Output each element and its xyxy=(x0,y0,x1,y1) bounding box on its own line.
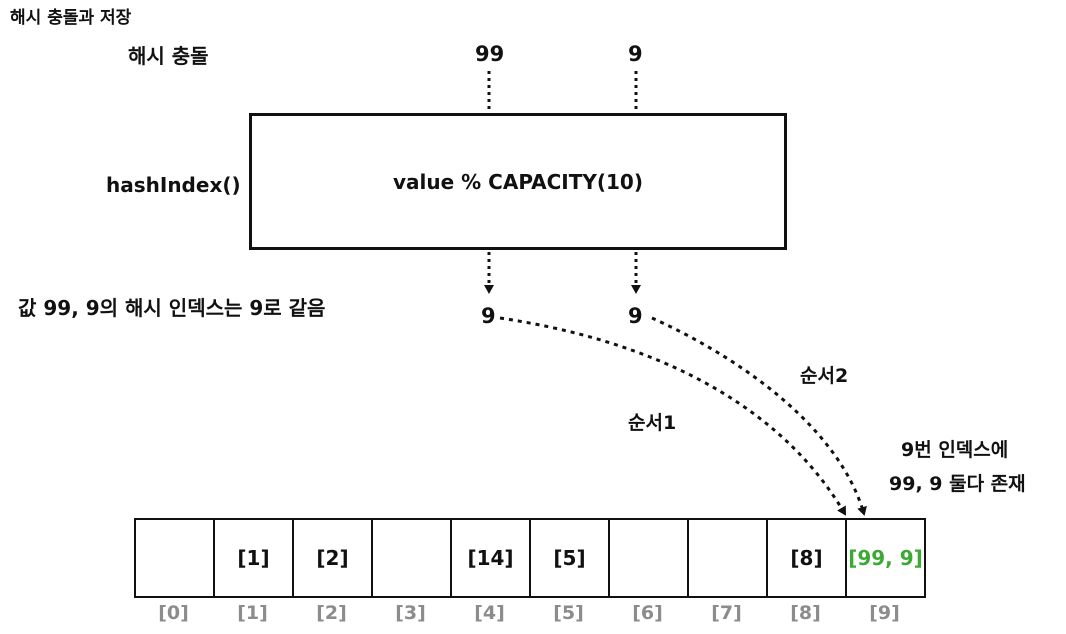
array-index-label: [5] xyxy=(553,602,584,624)
order-1-label: 순서1 xyxy=(628,412,677,434)
diagram-title: 해시 충돌과 저장 xyxy=(10,8,132,28)
hashindex-label: hashIndex() xyxy=(106,173,241,197)
input-value-9: 9 xyxy=(628,42,643,66)
array-cell-2: [2] xyxy=(294,518,373,598)
array-cell-9: [99, 9] xyxy=(847,518,926,598)
array-index-label: [8] xyxy=(790,602,821,624)
array-index-row: [0] [1] [2] [3] [4] [5] [6] [7] [8] [9] xyxy=(134,604,924,623)
array-index-label: [2] xyxy=(316,602,347,624)
order-2-label: 순서2 xyxy=(800,365,849,387)
array-index-label: [4] xyxy=(474,602,505,624)
array-index-label: [3] xyxy=(395,602,426,624)
array-cell-7 xyxy=(689,518,768,598)
array-index-label: [7] xyxy=(711,602,742,624)
hash-function-expression: value % CAPACITY(10) xyxy=(393,169,643,194)
same-index-note: 값 99, 9의 해시 인덱스는 9로 같음 xyxy=(18,296,326,320)
array-cell-4: [14] xyxy=(452,518,531,598)
array-index-label: [9] xyxy=(869,602,900,624)
array-index-label: [0] xyxy=(158,602,189,624)
array-cell-8: [8] xyxy=(768,518,847,598)
order-2-arrow xyxy=(651,316,867,516)
hash-function-box: value % CAPACITY(10) xyxy=(249,113,787,250)
hash-array: [1] [2] [14] [5] [8] [99, 9] xyxy=(134,518,926,598)
storage-note-line-1: 9번 인덱스에 xyxy=(901,439,1009,461)
hash-collision-label: 해시 충돌 xyxy=(128,44,209,68)
array-cell-1: [1] xyxy=(215,518,294,598)
output-index-first: 9 xyxy=(481,304,496,328)
array-index-label: [1] xyxy=(237,602,268,624)
array-cell-0 xyxy=(136,518,215,598)
array-index-label: [6] xyxy=(632,602,663,624)
array-cell-5: [5] xyxy=(531,518,610,598)
array-cell-6 xyxy=(610,518,689,598)
array-cell-3 xyxy=(373,518,452,598)
input-value-99: 99 xyxy=(475,42,505,66)
output-index-second: 9 xyxy=(628,304,643,328)
storage-note-line-2: 99, 9 둘다 존재 xyxy=(889,473,1026,495)
